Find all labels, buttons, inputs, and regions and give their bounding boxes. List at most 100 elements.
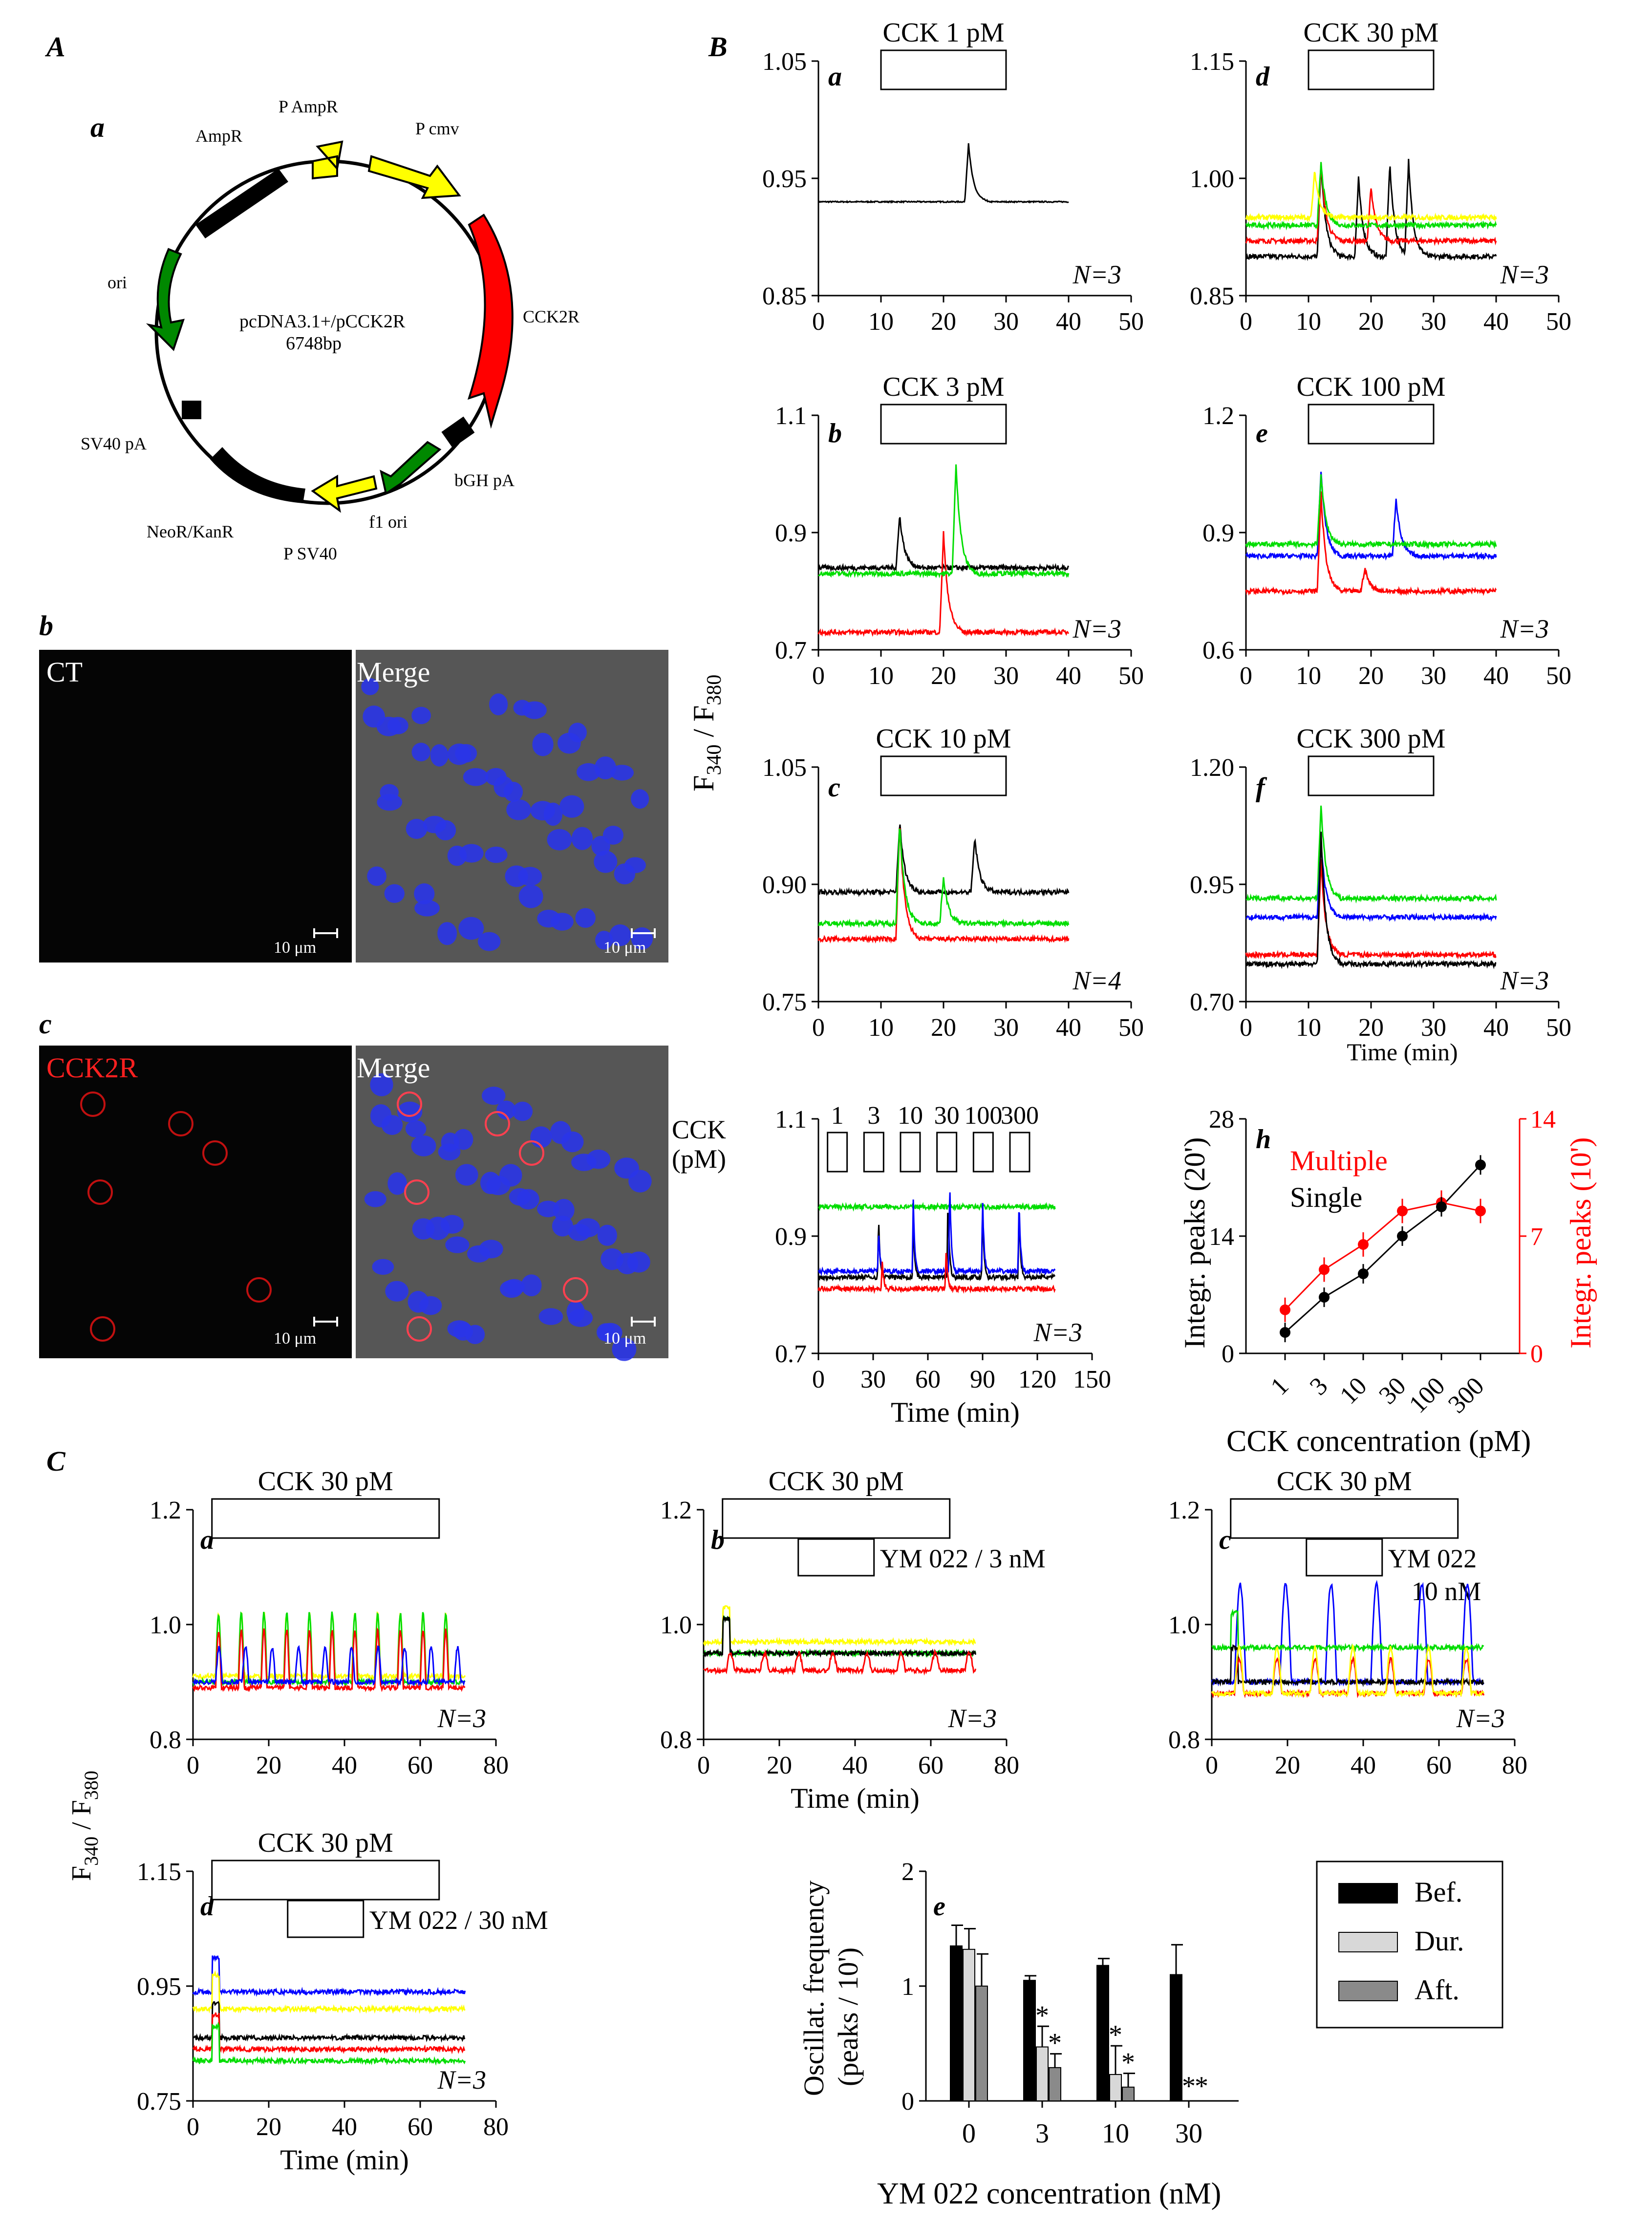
y2-axis-title: Integr. peaks (10')	[1565, 1137, 1597, 1348]
scalebar-label-b2: 10 μm	[603, 939, 646, 957]
trace-blue	[817, 1192, 1056, 1277]
x-tick-label: 30	[1421, 308, 1446, 336]
y-tick-label: 1.15	[137, 1858, 181, 1886]
panel-A-sub-c: c	[39, 1008, 52, 1040]
nucleus	[370, 1073, 393, 1096]
trace-blue	[192, 1955, 466, 1997]
y-tick-label: 2	[901, 1858, 914, 1886]
x-tick-label: 0	[697, 1752, 710, 1779]
legend-multiple: Multiple	[1290, 1145, 1388, 1177]
micrograph-row-c: CCK2R Merge 10 μm 10 μm	[39, 1046, 668, 1361]
dose-box	[863, 1132, 884, 1173]
label-cck2r: CCK2R	[523, 307, 579, 326]
nucleus	[558, 732, 581, 754]
panel-sub-letter: b	[828, 418, 842, 449]
y-tick-label: 0.85	[762, 282, 807, 310]
panel-sub-letter: e	[933, 1891, 945, 1922]
sv40pa-segment	[182, 401, 201, 419]
trace-yellow	[192, 1970, 466, 2014]
trace-red	[1245, 163, 1497, 246]
chart-B-b: 1.1 0.9 0.70 10 20 30 40 50 b CCK 3 pM N=3	[775, 372, 1144, 690]
nucleus	[363, 706, 385, 728]
nucleus	[513, 700, 532, 716]
n-label: N=3	[437, 1704, 486, 1733]
nucleus	[552, 1216, 573, 1237]
significance-star: *	[1195, 2071, 1208, 2101]
nucleus	[496, 1100, 516, 1120]
x-axis-title: Time (min)	[791, 1782, 920, 1814]
nucleus	[609, 924, 631, 946]
nucleus	[430, 744, 449, 767]
trace-green	[1245, 474, 1497, 550]
trace-blue	[1245, 471, 1497, 561]
ylabel-C-slash: / F	[66, 1800, 97, 1837]
trace-black	[192, 2001, 466, 2043]
ylabel-B-slash: / F	[687, 706, 720, 745]
x-tick-label: 40	[842, 1752, 868, 1779]
multiple-line	[1284, 1201, 1481, 1310]
cck2r-segment	[467, 214, 514, 429]
nucleus	[597, 1224, 617, 1246]
x-tick-label: 0	[1205, 1752, 1218, 1779]
stimulus-title: CCK 1 pM	[883, 18, 1005, 48]
x-tick-label: 150	[1073, 1366, 1111, 1393]
y-tick-label: 1.1	[775, 1106, 807, 1134]
label-pampr: P AmpR	[279, 97, 338, 116]
nucleus	[467, 1245, 491, 1263]
trace-green	[817, 828, 1070, 929]
y-tick-label: 1.0	[660, 1611, 692, 1639]
x-tick-label: 3	[1305, 1372, 1333, 1401]
nucleus	[385, 1281, 409, 1302]
stimulus-bar	[211, 1498, 440, 1539]
y-tick-label: 0	[901, 2088, 914, 2116]
x-tick-label: 20	[256, 2113, 281, 2141]
ylabel-C-main: F	[66, 1866, 97, 1881]
x-tick-label: 10	[868, 308, 894, 336]
y-tick-label: 0.95	[1190, 871, 1234, 899]
scalebar-label-b1: 10 μm	[274, 939, 316, 957]
nucleus	[408, 1291, 429, 1313]
y-tick-label: 1.1	[775, 402, 807, 430]
trace-black	[817, 143, 1069, 204]
x-tick-label: 0	[812, 308, 825, 336]
x-tick-label: 60	[408, 1752, 433, 1779]
bar-Aft.	[1049, 2067, 1061, 2102]
x-tick-label: 30	[993, 662, 1019, 690]
ylabel-C-sub1: 340	[80, 1837, 102, 1866]
x-tick-label: 0	[1240, 308, 1252, 336]
nucleus	[521, 1274, 542, 1297]
y-tick-label: 0.95	[762, 165, 807, 193]
legend-swatch	[1338, 1883, 1398, 1904]
ylabel-B-main: F	[687, 775, 720, 792]
y-tick-label: 0.7	[775, 637, 807, 664]
dose-box	[900, 1132, 921, 1173]
scalebar-c2	[631, 1317, 656, 1326]
stimulus-title: CCK 30 pM	[258, 1828, 393, 1858]
x-tick-label: 0	[1240, 1014, 1252, 1042]
y-tick-label: 0.75	[762, 988, 807, 1016]
y-tick-label: 14	[1209, 1223, 1234, 1251]
drug-label: YM 022 / 30 nM	[369, 1905, 548, 1935]
x-tick-label: 20	[1358, 1014, 1384, 1042]
trace-black	[817, 1213, 1056, 1282]
legend-label: Bef.	[1415, 1876, 1462, 1908]
nucleus	[537, 1200, 559, 1218]
label-ori: ori	[107, 273, 127, 292]
x-tick-label: 30	[1421, 662, 1446, 690]
nucleus	[372, 1259, 394, 1275]
label-bghpa: bGH pA	[454, 471, 515, 490]
x-tick-label: 30	[993, 308, 1019, 336]
x-tick-label: 30	[993, 1014, 1019, 1042]
x-tick-label: 20	[1358, 662, 1384, 690]
x-tick-label: 0	[187, 2113, 199, 2141]
label-cck2r-stain: CCK2R	[46, 1052, 138, 1084]
bar-Bef.	[1023, 1980, 1036, 2101]
x-tick-label: 40	[1056, 1014, 1081, 1042]
label-merge-b: Merge	[357, 656, 430, 688]
single-point	[1280, 1327, 1290, 1338]
cck2r-cell-merge	[563, 1277, 588, 1303]
trace-yellow	[1245, 171, 1497, 223]
y-tick-label: 0.9	[1202, 519, 1234, 547]
x-tick-label: 30	[1175, 2118, 1202, 2149]
